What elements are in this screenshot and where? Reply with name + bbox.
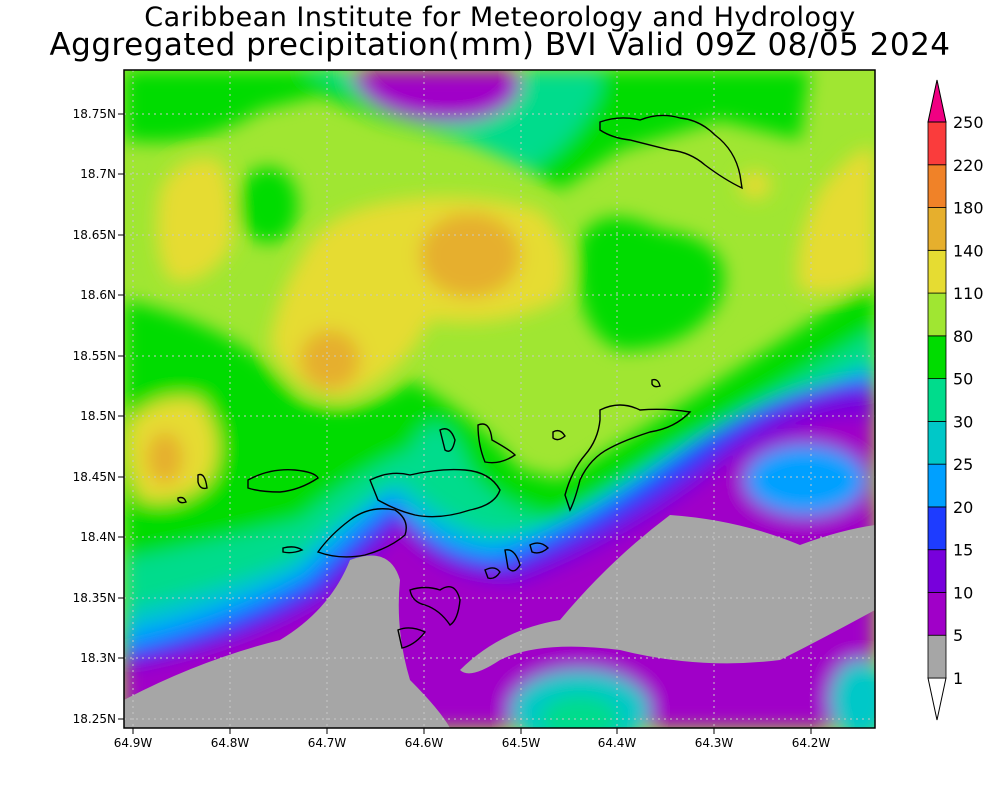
colorbar-label: 10 <box>953 583 973 602</box>
lat-label: 18.25N <box>73 712 116 726</box>
colorbar-swatch <box>927 549 947 593</box>
lat-label: 18.7N <box>80 167 116 181</box>
colorbar-swatch <box>927 249 947 294</box>
lat-label: 18.75N <box>73 107 116 121</box>
colorbar-label: 1 <box>953 669 963 688</box>
axis-ticks <box>118 113 812 734</box>
colorbar-swatch <box>927 463 947 508</box>
lat-label: 18.55N <box>73 349 116 363</box>
colorbar-swatch <box>927 207 947 251</box>
lon-label: 64.3W <box>695 736 734 750</box>
colorbar-label: 180 <box>953 199 984 218</box>
colorbar-swatch <box>927 506 947 551</box>
colorbar-swatch <box>927 378 947 422</box>
colorbar-label: 50 <box>953 370 973 389</box>
colorbar-label: 80 <box>953 327 973 346</box>
graticule <box>124 70 875 728</box>
lat-label: 18.4N <box>80 530 116 544</box>
colorbar-swatch <box>927 164 947 208</box>
colorbar-max-triangle <box>927 79 947 123</box>
colorbar-label: 30 <box>953 412 973 431</box>
colorbar-label: 5 <box>953 626 963 645</box>
page-title: Caribbean Institute for Meteorology and … <box>144 2 856 33</box>
colorbar-swatch <box>927 335 947 380</box>
lon-label: 64.9W <box>114 736 153 750</box>
map-subtitle: Aggregated precipitation(mm) BVI Valid 0… <box>49 27 951 63</box>
lon-label: 64.2W <box>792 736 831 750</box>
lat-label: 18.65N <box>73 228 116 242</box>
colorbar-label: 250 <box>953 113 984 132</box>
colorbar-label: 20 <box>953 498 973 517</box>
map-frame <box>123 69 876 729</box>
colorbar-swatch <box>927 292 947 337</box>
lat-label: 18.3N <box>80 651 116 665</box>
precip-field <box>124 70 875 728</box>
colorbar-label: 25 <box>953 455 973 474</box>
lat-label: 18.6N <box>80 288 116 302</box>
colorbar-label: 15 <box>953 541 973 560</box>
lat-label: 18.5N <box>80 409 116 423</box>
lat-label: 18.45N <box>73 470 116 484</box>
colorbar-label: 220 <box>953 156 984 175</box>
lon-label: 64.5W <box>502 736 541 750</box>
lon-label: 64.4W <box>598 736 637 750</box>
islands-outline <box>177 114 743 649</box>
lat-label: 18.35N <box>73 591 116 605</box>
colorbar-label: 140 <box>953 241 984 260</box>
colorbar-swatch <box>927 592 947 636</box>
lon-label: 64.8W <box>211 736 250 750</box>
colorbar-swatch <box>927 420 947 465</box>
colorbar-swatch <box>927 634 947 679</box>
colorbar-min-triangle <box>927 677 947 721</box>
colorbar-swatch <box>927 121 947 166</box>
colorbar-label: 110 <box>953 284 984 303</box>
lon-label: 64.6W <box>405 736 444 750</box>
lon-label: 64.7W <box>308 736 347 750</box>
